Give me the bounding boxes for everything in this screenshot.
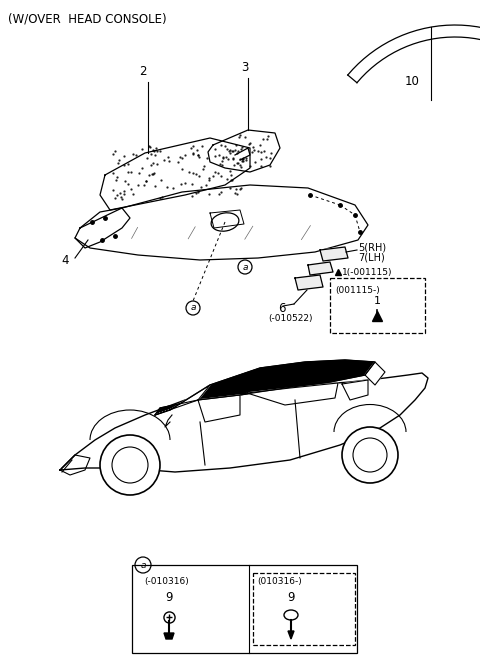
- Polygon shape: [288, 631, 294, 639]
- Polygon shape: [365, 362, 385, 385]
- Text: 3: 3: [241, 61, 249, 74]
- Text: 5(RH): 5(RH): [358, 242, 386, 252]
- Polygon shape: [164, 633, 174, 639]
- Text: 9: 9: [165, 591, 173, 604]
- Bar: [132, 565, 357, 653]
- Bar: [253, 573, 355, 645]
- Polygon shape: [320, 247, 348, 261]
- Circle shape: [100, 435, 160, 495]
- Polygon shape: [342, 380, 368, 400]
- Text: (W/OVER  HEAD CONSOLE): (W/OVER HEAD CONSOLE): [8, 12, 167, 25]
- Text: (001115-): (001115-): [335, 286, 380, 295]
- Polygon shape: [100, 138, 250, 210]
- Ellipse shape: [284, 610, 298, 620]
- Polygon shape: [75, 185, 368, 260]
- Text: (010316-): (010316-): [257, 577, 302, 586]
- Text: 2: 2: [139, 65, 147, 78]
- Text: 1(-001115): 1(-001115): [342, 268, 393, 276]
- Text: 6: 6: [278, 302, 286, 314]
- Polygon shape: [295, 275, 323, 290]
- Text: 10: 10: [405, 75, 420, 88]
- Polygon shape: [247, 383, 338, 405]
- Text: 7(LH): 7(LH): [358, 252, 385, 262]
- Polygon shape: [155, 385, 210, 415]
- Polygon shape: [198, 395, 240, 422]
- Text: a: a: [190, 304, 196, 312]
- Text: (-010522): (-010522): [268, 314, 312, 323]
- Text: 4: 4: [61, 253, 69, 266]
- Polygon shape: [208, 130, 280, 172]
- Polygon shape: [155, 360, 375, 415]
- Polygon shape: [308, 262, 333, 275]
- Text: 9: 9: [287, 591, 295, 604]
- Circle shape: [342, 427, 398, 483]
- Bar: [330, 278, 425, 333]
- Text: a: a: [140, 560, 146, 569]
- Text: 1: 1: [373, 296, 381, 306]
- Polygon shape: [60, 373, 428, 472]
- Text: (-010316): (-010316): [144, 577, 189, 586]
- Text: a: a: [242, 262, 248, 272]
